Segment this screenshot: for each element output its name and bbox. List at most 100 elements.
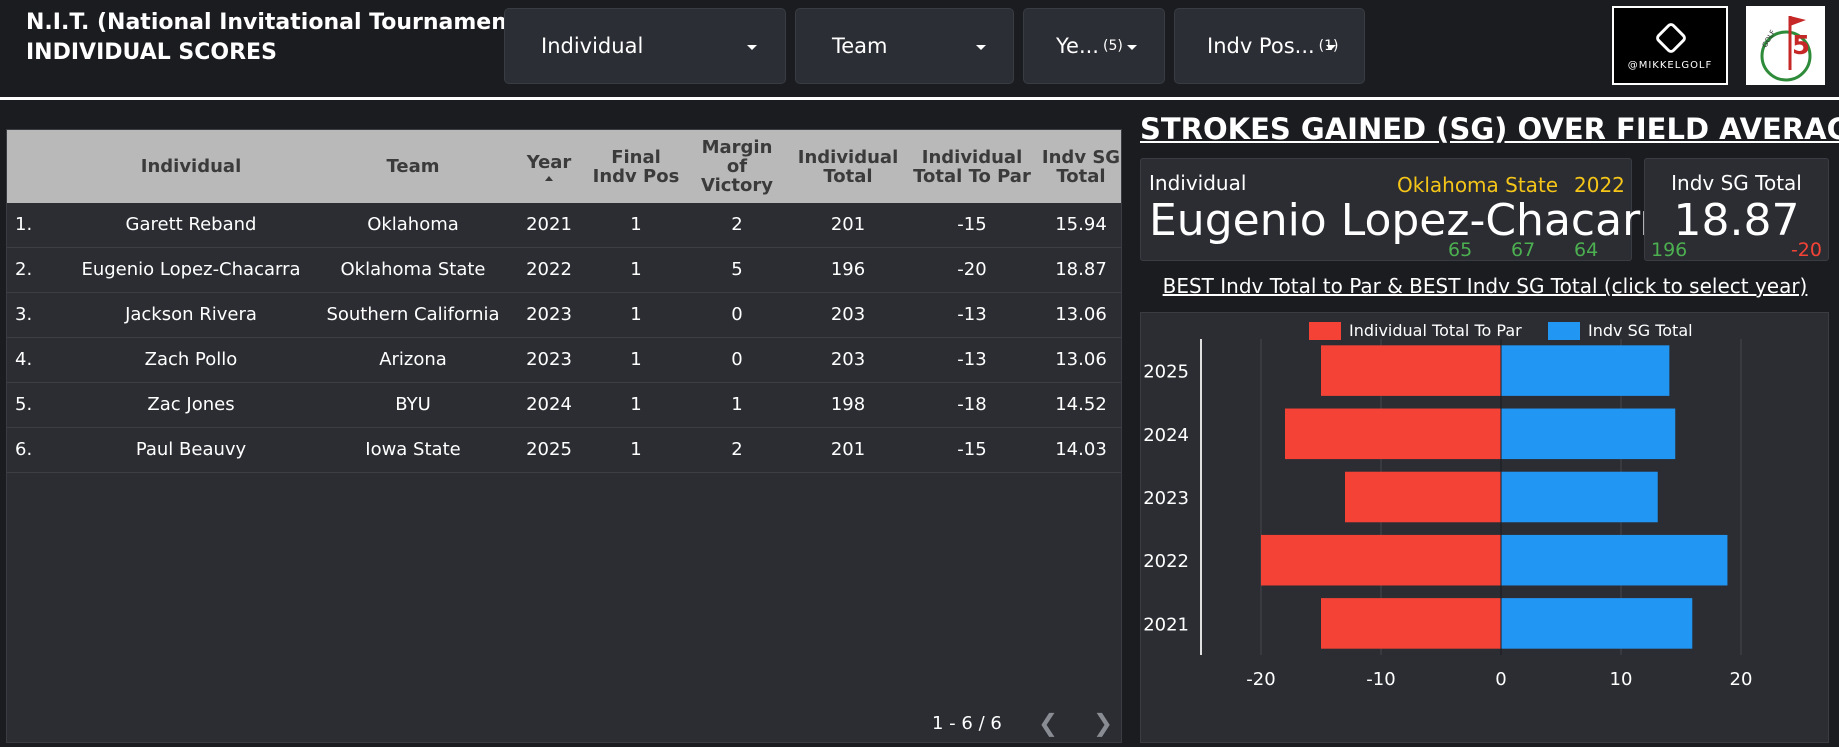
col-header-year[interactable]: Year: [507, 130, 591, 203]
cell-team: Arizona: [379, 349, 447, 370]
col-header-final-pos-line1: Final: [611, 146, 661, 168]
y-tick-label: 2023: [1143, 488, 1189, 509]
cell-final-pos: 1: [630, 394, 642, 415]
cell-to-par: -20: [957, 259, 987, 280]
cell-final-pos: 1: [630, 259, 642, 280]
table-row[interactable]: 2. Eugenio Lopez-Chacarra Oklahoma State 20…: [7, 248, 1121, 293]
cell-sg-total: 15.94: [1055, 214, 1107, 235]
cell-sg-total: 14.52: [1055, 394, 1107, 415]
sg-section-title: STROKES GAINED (SG) OVER FIELD AVERAGE: [1140, 112, 1839, 146]
page-title-line2: INDIVIDUAL SCORES: [26, 40, 277, 65]
table-row[interactable]: 3. Jackson Rivera Southern California 2023 1…: [7, 293, 1121, 338]
cell-team: BYU: [395, 394, 431, 415]
cell-margin: 0: [731, 304, 743, 325]
round-2-score: 67: [1511, 239, 1536, 261]
chevron-down-icon: [747, 45, 757, 50]
filter-indv-pos-text: Indv Pos...: [1207, 34, 1315, 58]
col-header-to-par[interactable]: Individual Total To Par: [903, 130, 1041, 203]
individual-card-year: 2022: [1574, 173, 1625, 197]
cell-margin: 2: [731, 214, 743, 235]
cell-margin: 1: [731, 394, 743, 415]
cell-rank: 1.: [15, 214, 33, 235]
bar-to-par: [1321, 345, 1501, 396]
chevron-down-icon: [976, 45, 986, 50]
individual-card-team: Oklahoma State: [1397, 173, 1559, 197]
bar-sg-total: [1501, 471, 1658, 523]
cell-year: 2021: [526, 214, 572, 235]
filter-team-label: Team: [832, 34, 888, 58]
col-header-margin[interactable]: Margin of Victory: [681, 130, 793, 203]
cell-individual-total: 201: [830, 439, 866, 460]
cell-sg-total: 13.06: [1055, 349, 1107, 370]
table-header: Individual Team Year Final Indv Pos Margi…: [7, 130, 1121, 203]
col-header-individual[interactable]: Individual: [63, 130, 319, 203]
page-title: N.I.T. (National Invitational Tournament…: [26, 8, 586, 68]
cell-individual: Zach Pollo: [144, 349, 238, 370]
cell-year: 2022: [526, 259, 572, 280]
filter-team[interactable]: Team: [795, 8, 1014, 84]
table-row[interactable]: 6. Paul Beauvy Iowa State 2025 1 2 201 -15 14.03: [7, 428, 1121, 473]
sg-card-label: Indv SG Total: [1671, 171, 1802, 195]
x-tick-label: -20: [1246, 669, 1275, 690]
cell-team: Oklahoma: [367, 214, 459, 235]
cell-to-par: -13: [957, 304, 987, 325]
filter-indv-pos[interactable]: Indv Pos... (1): [1174, 8, 1365, 84]
bar-sg-total: [1501, 345, 1670, 396]
x-tick-label: -10: [1366, 669, 1395, 690]
bar-to-par: [1261, 534, 1501, 586]
cell-sg-total: 14.03: [1055, 439, 1107, 460]
cell-individual: Eugenio Lopez-Chacarra: [81, 259, 301, 280]
cell-year: 2023: [526, 349, 572, 370]
cell-sg-total: 18.87: [1055, 259, 1107, 280]
x-tick-label: 20: [1730, 669, 1753, 690]
best-chart-title[interactable]: BEST Indv Total to Par & BEST Indv SG To…: [1162, 274, 1808, 298]
filter-individual[interactable]: Individual: [504, 8, 786, 84]
cell-year: 2025: [526, 439, 572, 460]
col-header-to-par-line1: Individual: [921, 146, 1023, 168]
cell-individual-total: 203: [830, 304, 866, 325]
legend-swatch: [1309, 322, 1341, 340]
cell-final-pos: 1: [630, 349, 642, 370]
cell-team: Iowa State: [365, 439, 461, 460]
table-row[interactable]: 5. Zac Jones BYU 2024 1 1 198 -18 14.52: [7, 383, 1121, 428]
cell-individual-total: 203: [830, 349, 866, 370]
col-header-sg-line2: Total: [1056, 165, 1106, 187]
best-by-year-chart-svg: -20 -10 0 10 20 Individual Total To Par Indv S…: [1143, 321, 1753, 690]
golf-flag-logo[interactable]: 5 GOLF: [1746, 6, 1825, 85]
cell-individual: Garett Reband: [125, 214, 257, 235]
individual-card-label: Individual: [1149, 171, 1247, 195]
mikkelgolf-logo-text: @MIKKELGOLF: [1627, 60, 1713, 71]
filter-year[interactable]: Ye... (5): [1023, 8, 1165, 84]
table-row[interactable]: 1. Garett Reband Oklahoma 2021 1 2 201 -15 15.94: [7, 203, 1121, 248]
x-tick-label: 0: [1495, 669, 1506, 690]
cell-individual-total: 198: [830, 394, 866, 415]
sg-card-to-par: -20: [1790, 239, 1822, 261]
cell-rank: 4.: [15, 349, 33, 370]
mikkelgolf-logo[interactable]: @MIKKELGOLF: [1612, 6, 1728, 85]
y-tick-label: 2024: [1143, 425, 1189, 446]
cell-individual-total: 201: [830, 214, 866, 235]
y-tick-label: 2021: [1143, 614, 1189, 635]
next-page-icon[interactable]: ❯: [1093, 709, 1114, 737]
col-header-individual-total[interactable]: Individual Total: [793, 130, 903, 203]
cell-individual: Jackson Rivera: [125, 304, 257, 325]
mikkelgolf-mark-icon: [1654, 21, 1688, 55]
cell-year: 2023: [526, 304, 572, 325]
cell-to-par: -18: [957, 394, 987, 415]
best-by-year-chart: -20 -10 0 10 20 Individual Total To Par Indv S…: [1140, 312, 1829, 743]
table-row[interactable]: 4. Zach Pollo Arizona 2023 1 0 203 -13 13.06: [7, 338, 1121, 383]
col-header-sg-total[interactable]: Indv SG Total: [1041, 130, 1121, 203]
col-header-to-par-line2: Total To Par: [913, 165, 1031, 187]
filter-individual-label: Individual: [541, 34, 644, 58]
col-header-team[interactable]: Team: [319, 130, 507, 203]
cell-margin: 0: [731, 349, 743, 370]
golf-flag-icon: 5 GOLF: [1760, 16, 1812, 82]
cell-to-par: -15: [957, 439, 987, 460]
cell-to-par: -13: [957, 349, 987, 370]
bar-sg-total: [1501, 408, 1676, 460]
y-tick-label: 2025: [1143, 362, 1189, 383]
prev-page-icon[interactable]: ❮: [1038, 709, 1059, 737]
col-header-final-pos[interactable]: Final Indv Pos: [591, 130, 681, 203]
sg-card-total-strokes: 196: [1651, 239, 1688, 261]
filter-indv-pos-label: Indv Pos... (1): [1207, 34, 1339, 58]
